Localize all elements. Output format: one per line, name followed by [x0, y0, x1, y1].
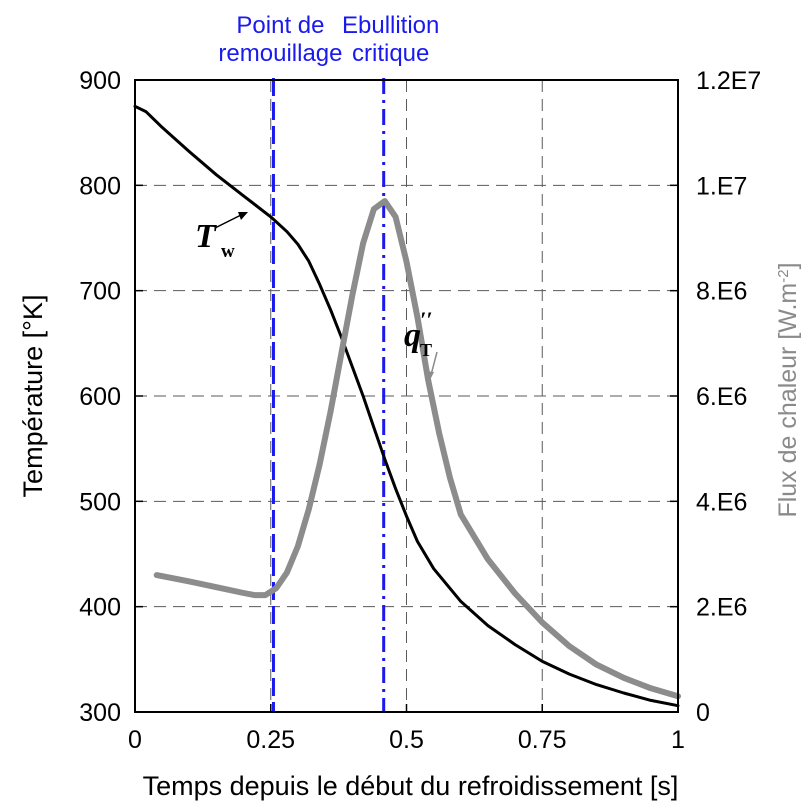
wall-temp-label-sub: w	[221, 241, 235, 262]
marker-label-1: remouillage	[218, 40, 342, 67]
y-right-tick-label: 1.E7	[696, 172, 747, 200]
heat-flux-label-sub: T	[420, 340, 432, 360]
y-right-tick-label: 6.E6	[696, 383, 747, 411]
x-tick-label: 0	[128, 726, 142, 754]
y-axis-right-title-exponent: -2	[775, 269, 792, 282]
y-right-tick-label: 2.E6	[696, 594, 747, 622]
y-axis-title: Température [°K]	[18, 295, 48, 498]
y-right-tick-label: 0	[696, 699, 710, 727]
y-tick-label: 600	[79, 383, 121, 411]
x-tick-label: 0.5	[389, 726, 424, 754]
series-line-2	[153, 198, 681, 700]
wall-temp-label: T	[195, 218, 217, 255]
y-axis-right-title-main: Flux de chaleur [W.m	[774, 283, 802, 518]
x-tick-label: 1	[671, 726, 685, 754]
marker-label-1: Point de	[236, 12, 324, 39]
wall-temp-arrowhead	[238, 212, 248, 220]
y-tick-label: 300	[79, 699, 121, 727]
y-tick-label: 700	[79, 278, 121, 306]
heat-flux-arrow	[430, 351, 438, 376]
wall-temp-arrow	[214, 213, 244, 229]
series-line-1	[133, 104, 680, 708]
y-right-tick-label: 1.2E7	[696, 67, 761, 95]
marker-label-2: critique	[352, 40, 429, 67]
y-tick-label: 900	[79, 67, 121, 95]
y-tick-label: 800	[79, 172, 121, 200]
heat-flux-label-sup: ′′	[420, 307, 432, 332]
heat-flux-label: q	[404, 317, 421, 354]
y-tick-label: 500	[79, 488, 121, 516]
y-axis-right-title-end: ]	[774, 262, 802, 269]
y-tick-label: 400	[79, 594, 121, 622]
grid	[135, 80, 678, 712]
heat-flux-arrowhead	[426, 371, 434, 380]
y-axis-right-title: Flux de chaleur [W.m-2]	[774, 262, 802, 517]
y-right-tick-label: 8.E6	[696, 278, 747, 306]
y-right-tick-label: 4.E6	[696, 488, 747, 516]
x-axis-title: Temps depuis le début du refroidissement…	[143, 771, 679, 801]
x-tick-label: 0.25	[246, 726, 295, 754]
x-tick-label: 0.75	[518, 726, 567, 754]
series	[133, 104, 681, 708]
marker-label-2: Ebullition	[342, 12, 439, 39]
ticks: 0 0.25 0.5 0.75 1 300 400 500 600 700 800 900 0 2.E6 4…	[79, 67, 761, 754]
